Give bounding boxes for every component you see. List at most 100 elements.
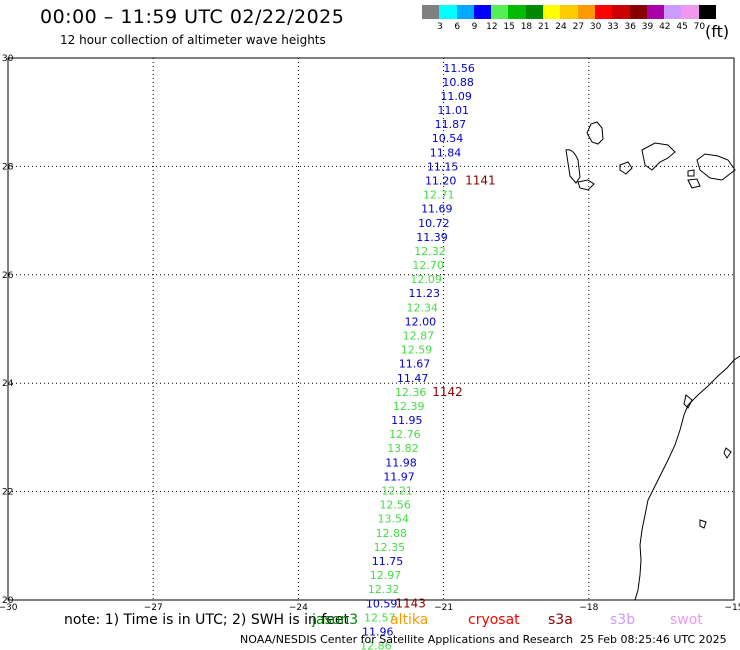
wave-height-label: 13.54 <box>378 513 410 526</box>
wave-height-label: 11.23 <box>408 287 440 300</box>
cape-blanc <box>723 447 732 459</box>
satellite-legend-jason3: jason3 <box>312 612 359 628</box>
wave-height-label: 12.21 <box>381 485 413 498</box>
wave-height-label: 11.87 <box>435 118 467 131</box>
island-fuerteventura <box>565 149 581 184</box>
wave-height-label: 10.88 <box>442 76 474 89</box>
footer-note: note: 1) Time is in UTC; 2) SWH is in fe… <box>64 612 350 628</box>
wave-height-label: 11.95 <box>391 414 423 427</box>
satellite-legend-altika: altika <box>390 612 429 628</box>
wave-height-label: 11.69 <box>421 203 453 216</box>
lon-tick-label: −30 <box>0 603 18 613</box>
satellite-legend-s3b: s3b <box>610 612 636 628</box>
wave-height-label: 12.56 <box>379 499 411 512</box>
wave-height-label: 12.87 <box>403 330 435 343</box>
scale-swatch: 39 <box>642 5 665 32</box>
wave-height-label: 12.70 <box>412 259 444 272</box>
scale-tick-label: 30 <box>589 22 602 32</box>
scale-swatch: 42 <box>659 5 682 32</box>
wave-height-label: 11.15 <box>427 160 459 173</box>
coastline <box>565 121 740 601</box>
scale-swatch: 12 <box>486 5 509 32</box>
island-lanzarote <box>586 121 604 145</box>
scale-tick-label: 15 <box>503 22 515 32</box>
scale-tick-label: 21 <box>538 22 550 32</box>
scale-tick-label: 36 <box>624 22 636 32</box>
scale-swatch: 36 <box>624 5 647 32</box>
scale-swatch: 21 <box>538 5 561 32</box>
scale-unit-label: (ft) <box>705 22 730 41</box>
wave-height-label: 12.76 <box>389 428 421 441</box>
island-gran-canaria <box>641 142 676 171</box>
map-title: 00:00 – 11:59 UTC 02/22/2025 <box>40 6 345 28</box>
wave-height-label: 11.75 <box>372 555 404 568</box>
lon-tick-label: −18 <box>579 603 598 613</box>
wave-height-label: 12.97 <box>370 569 402 582</box>
scale-tick-label: 6 <box>454 22 461 32</box>
wave-height-label: 12.71 <box>423 189 455 202</box>
island-tenerife <box>696 153 736 181</box>
wave-height-label: 10.72 <box>418 217 450 230</box>
scale-tick-label: 3 <box>437 22 443 32</box>
scale-swatch <box>422 5 440 19</box>
lat-lon-grid <box>7 57 735 601</box>
scale-swatch: 33 <box>607 5 630 32</box>
banc-arguin <box>699 519 707 529</box>
wave-height-label: 12.59 <box>401 344 433 357</box>
wave-height-label: 11.20 <box>425 174 457 187</box>
scale-tick-label: 33 <box>607 22 619 32</box>
time-label: 1143 <box>395 596 426 610</box>
lon-tick-label: −24 <box>289 603 308 613</box>
lat-tick-label: 20 <box>2 596 14 606</box>
axis-labels: −30 −27 −24 −21 −18 −15 30 28 26 24 22 20 <box>0 54 740 613</box>
scale-swatch: 3 <box>437 5 457 32</box>
wave-height-label: 12.35 <box>374 541 406 554</box>
scale-tick-label: 70 <box>693 22 706 32</box>
lon-tick-label: −21 <box>434 603 453 613</box>
wave-height-label: 11.56 <box>443 62 475 75</box>
wave-height-label: 12.09 <box>410 273 442 286</box>
lat-tick-label: 26 <box>2 271 14 281</box>
lat-tick-label: 28 <box>2 162 14 172</box>
wave-height-label: 12.39 <box>393 400 425 413</box>
scale-tick-label: 27 <box>572 22 585 32</box>
scale-swatch: 24 <box>555 5 578 32</box>
altimeter-track: 11.5610.8811.0911.0111.8710.5411.8411.15… <box>360 62 475 650</box>
lat-tick-label: 30 <box>2 54 14 64</box>
satellite-legend-swot: swot <box>670 612 703 628</box>
wave-height-label: 12.57 <box>364 611 396 624</box>
lon-tick-label: −27 <box>144 603 163 613</box>
scale-tick-label: 9 <box>471 22 478 32</box>
island-small-1 <box>687 169 695 177</box>
scale-swatch: 30 <box>590 5 613 32</box>
wave-height-label: 12.36 <box>395 386 427 399</box>
wave-height-label: 11.47 <box>397 372 429 385</box>
wave-height-label: 12.86 <box>360 640 392 650</box>
scale-tick-label: 12 <box>486 22 498 32</box>
lat-tick-label: 22 <box>2 488 13 498</box>
wave-height-label: 12.32 <box>368 583 400 596</box>
wave-height-label: 12.34 <box>407 301 439 314</box>
wave-height-label: 12.00 <box>405 315 437 328</box>
lat-tick-label: 24 <box>2 379 14 389</box>
coast-inlet <box>683 394 693 409</box>
color-scale-legend: 3 6 9 12 15 18 21 24 27 30 33 36 39 42 45 70 <box>422 5 717 32</box>
time-labels: 1141114211431144 <box>395 173 495 610</box>
island-la-palma <box>687 178 701 189</box>
scale-tick-label: 24 <box>555 22 567 32</box>
wave-height-label: 13.82 <box>387 442 419 455</box>
scale-swatch: 18 <box>521 5 544 32</box>
wave-height-label: 11.98 <box>385 456 417 469</box>
island-la-gomera <box>619 161 633 175</box>
scale-tick-label: 18 <box>520 22 533 32</box>
wave-height-label: 10.59 <box>366 597 398 610</box>
scale-swatch: 15 <box>503 5 526 32</box>
island-el-hierro <box>577 179 595 191</box>
scale-swatch: 70 <box>694 5 717 32</box>
scale-tick-label: 39 <box>641 22 654 32</box>
map-subtitle: 12 hour collection of altimeter wave hei… <box>60 33 326 47</box>
wave-height-label: 12.88 <box>376 527 408 540</box>
timestamp-text: 25 Feb 08:25:46 UTC 2025 <box>580 633 727 646</box>
scale-swatch: 6 <box>454 5 474 32</box>
